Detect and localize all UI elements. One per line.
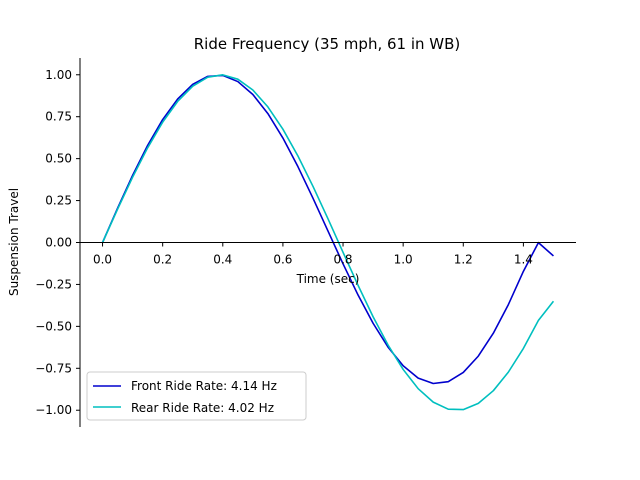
chart-title: Ride Frequency (35 mph, 61 in WB) [194,35,461,53]
y-tick-label: 0.75 [45,110,72,124]
y-tick-label: 0.00 [45,236,72,250]
x-tick-label: 1.0 [394,253,413,267]
y-tick-label: −0.50 [35,319,72,333]
x-tick-label: 1.2 [454,253,473,267]
y-tick-label: −0.25 [35,277,72,291]
legend-frame [86,371,307,421]
x-tick-label: 0.6 [273,253,292,267]
x-axis-label: Time (sec) [296,272,360,286]
y-axis: 1.00 0.75 0.50 0.25 0.00 −0.25 −0.50 −0.75 −1.00 [35,68,80,417]
y-tick-label: 1.00 [45,68,72,82]
series-layer [101,74,555,411]
y-tick-label: −1.00 [35,403,72,417]
legend-label-front: Front Ride Rate: 4.14 Hz [131,379,277,393]
legend-label-rear: Rear Ride Rate: 4.02 Hz [131,401,274,415]
x-tick-label: 0.8 [333,253,352,267]
y-tick-label: 0.25 [45,194,72,208]
x-tick-label: 1.4 [514,253,533,267]
y-tick-label: 0.50 [45,152,72,166]
y-tick-label: −0.75 [35,361,72,375]
series-line-rear [101,74,555,411]
x-axis: 0.0 0.2 0.4 0.6 0.8 1.0 1.2 1.4 [80,242,576,267]
x-tick-label: 0.4 [213,253,232,267]
y-axis-label: Suspension Travel [7,188,21,296]
x-tick-label: 0.0 [93,253,112,267]
legend: Front Ride Rate: 4.14 Hz Rear Ride Rate:… [86,371,307,421]
series-line-front [101,74,554,385]
x-tick-label: 0.2 [153,253,172,267]
